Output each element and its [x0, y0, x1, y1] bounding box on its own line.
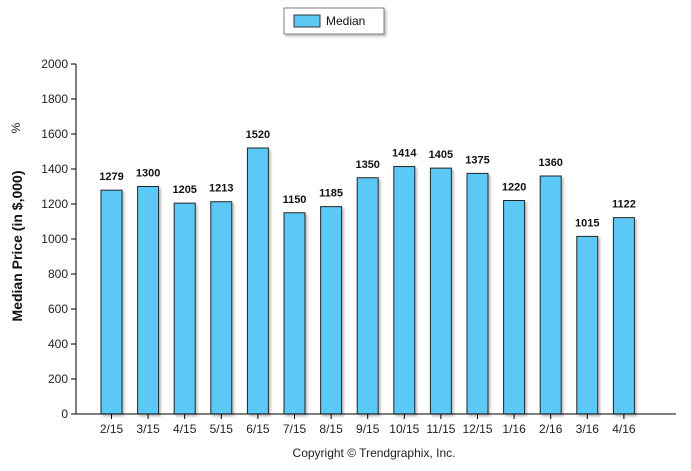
- bar: [393, 166, 416, 415]
- bar: [466, 172, 489, 415]
- bar: [320, 206, 343, 415]
- bar: [173, 202, 196, 415]
- bar: [100, 189, 123, 415]
- y-tick-label: 400: [48, 337, 68, 351]
- bar-value-label: 1414: [392, 148, 417, 160]
- copyright: Copyright © Trendgraphix, Inc.: [293, 446, 456, 460]
- y-tick-label: 1000: [41, 232, 68, 246]
- bar-value-label: 1220: [502, 182, 526, 194]
- y-tick-label: 1200: [41, 197, 68, 211]
- x-tick-label: 7/15: [283, 422, 307, 436]
- x-tick-label: 9/15: [356, 422, 380, 436]
- bar: [503, 200, 526, 415]
- bar-value-label: 1279: [99, 171, 123, 183]
- bar-value-label: 1122: [612, 199, 636, 211]
- x-tick-label: 5/15: [210, 422, 234, 436]
- y-tick-label: 0: [61, 407, 68, 421]
- bar: [283, 212, 306, 415]
- y-tick-label: 600: [48, 302, 68, 316]
- bar-value-label: 1360: [538, 157, 562, 169]
- y-tick-label: 800: [48, 267, 68, 281]
- bar: [429, 167, 452, 415]
- x-tick-label: 10/15: [389, 422, 419, 436]
- legend-label: Median: [326, 14, 365, 28]
- bar-value-label: 1185: [319, 188, 343, 200]
- y-tick-label: 1800: [41, 92, 68, 106]
- x-tick-label: 1/16: [502, 422, 526, 436]
- bar-value-label: 1520: [246, 129, 270, 141]
- bar-value-label: 1405: [429, 149, 453, 161]
- bar: [137, 186, 160, 415]
- x-tick-label: 3/16: [576, 422, 600, 436]
- bar: [356, 177, 379, 415]
- x-tick-label: 2/16: [539, 422, 563, 436]
- y-tick-label: 1600: [41, 127, 68, 141]
- legend-swatch: [293, 14, 321, 28]
- bar-value-label: 1300: [136, 168, 160, 180]
- y-tick-label: 1400: [41, 162, 68, 176]
- x-axis-ticks: 2/15 3/15 4/15 5/15 6/15 7/15 8/15 9/15 10/15 11/…: [100, 414, 636, 436]
- bar: [246, 147, 269, 415]
- bar-value-label: 1213: [209, 183, 233, 195]
- bar-value-label: 1350: [355, 159, 379, 171]
- y-tick-label: 200: [48, 372, 68, 386]
- x-tick-label: 4/15: [173, 422, 197, 436]
- bar: [210, 201, 233, 415]
- x-tick-label: 11/15: [426, 422, 455, 436]
- x-tick-label: 8/15: [319, 422, 343, 436]
- bar: [612, 217, 635, 415]
- bars: 1279 1300 1205 1213 1520 1150 1185 1350 1414 1405…: [99, 129, 636, 415]
- y-axis-ticks: 0 200 400 600 800 1000 1200 1400 1600 1800 2000: [41, 57, 76, 421]
- bar-value-label: 1375: [465, 154, 489, 166]
- x-tick-label: 6/15: [246, 422, 270, 436]
- x-tick-label: 12/15: [462, 422, 492, 436]
- bar-value-label: 1205: [172, 184, 196, 196]
- y-tick-label: 2000: [41, 57, 68, 71]
- bar: [576, 235, 599, 415]
- x-tick-label: 4/16: [612, 422, 636, 436]
- x-tick-label: 2/15: [100, 422, 124, 436]
- y-axis-unit: %: [9, 122, 23, 133]
- bar: [539, 175, 562, 415]
- y-axis-label: Median Price (in $,000): [9, 171, 25, 322]
- bar-value-label: 1015: [575, 217, 599, 229]
- x-tick-label: 3/15: [136, 422, 160, 436]
- bar-value-label: 1150: [283, 194, 307, 206]
